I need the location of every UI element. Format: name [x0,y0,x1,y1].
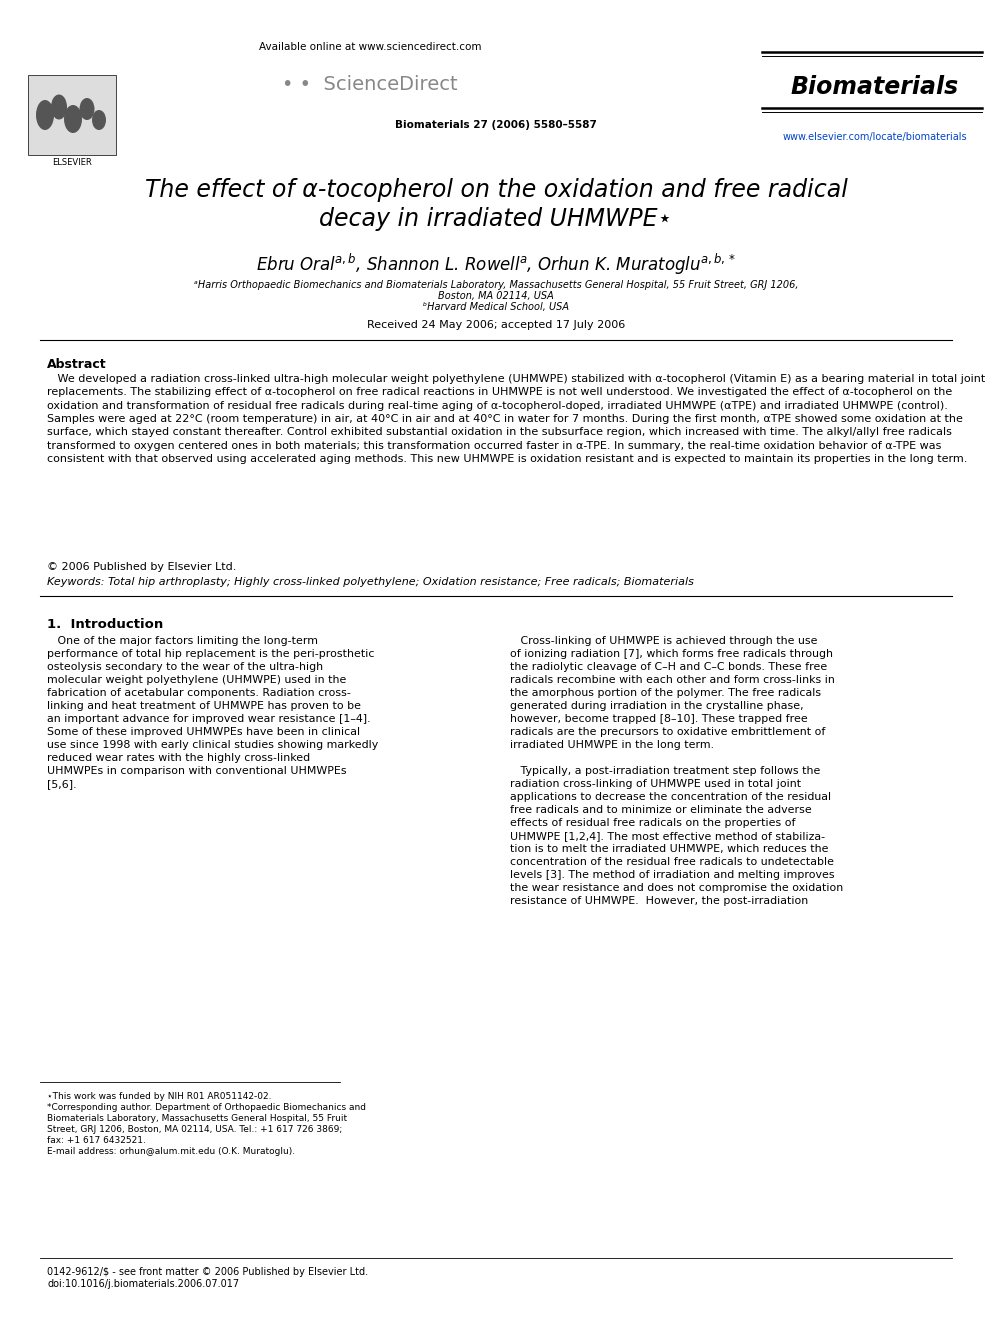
Text: the amorphous portion of the polymer. The free radicals: the amorphous portion of the polymer. Th… [510,688,821,699]
Text: Cross-linking of UHMWPE is achieved through the use: Cross-linking of UHMWPE is achieved thro… [510,636,817,646]
Text: levels [3]. The method of irradiation and melting improves: levels [3]. The method of irradiation an… [510,871,834,880]
Text: effects of residual free radicals on the properties of: effects of residual free radicals on the… [510,818,796,828]
Text: Boston, MA 02114, USA: Boston, MA 02114, USA [438,291,554,302]
Text: 0142-9612/$ - see front matter © 2006 Published by Elsevier Ltd.: 0142-9612/$ - see front matter © 2006 Pu… [47,1267,368,1277]
Text: • •  ScienceDirect: • • ScienceDirect [282,75,458,94]
Text: radicals recombine with each other and form cross-links in: radicals recombine with each other and f… [510,675,835,685]
Text: [5,6].: [5,6]. [47,779,76,789]
Text: fax: +1 617 6432521.: fax: +1 617 6432521. [47,1136,146,1144]
Ellipse shape [64,105,82,134]
Text: doi:10.1016/j.biomaterials.2006.07.017: doi:10.1016/j.biomaterials.2006.07.017 [47,1279,239,1289]
Text: 1.  Introduction: 1. Introduction [47,618,164,631]
Text: an important advance for improved wear resistance [1–4].: an important advance for improved wear r… [47,714,370,724]
Text: Keywords: Total hip arthroplasty; Highly cross-linked polyethylene; Oxidation re: Keywords: Total hip arthroplasty; Highly… [47,577,693,587]
Ellipse shape [36,101,54,130]
Text: UHMWPE [1,2,4]. The most effective method of stabiliza-: UHMWPE [1,2,4]. The most effective metho… [510,831,825,841]
Text: applications to decrease the concentration of the residual: applications to decrease the concentrati… [510,792,831,802]
Text: Ebru Oral$^{a,b}$, Shannon L. Rowell$^{a}$, Orhun K. Muratoglu$^{a,b,*}$: Ebru Oral$^{a,b}$, Shannon L. Rowell$^{a… [256,251,736,278]
Ellipse shape [51,94,67,119]
Text: ᵃHarris Orthopaedic Biomechanics and Biomaterials Laboratory, Massachusetts Gene: ᵃHarris Orthopaedic Biomechanics and Bio… [193,280,799,290]
Text: of ionizing radiation [7], which forms free radicals through: of ionizing radiation [7], which forms f… [510,650,833,659]
Text: however, become trapped [8–10]. These trapped free: however, become trapped [8–10]. These tr… [510,714,807,724]
Text: ⋆This work was funded by NIH R01 AR051142-02.: ⋆This work was funded by NIH R01 AR05114… [47,1091,272,1101]
Text: Received 24 May 2006; accepted 17 July 2006: Received 24 May 2006; accepted 17 July 2… [367,320,625,329]
Text: generated during irradiation in the crystalline phase,: generated during irradiation in the crys… [510,701,804,710]
Text: the radiolytic cleavage of C–H and C–C bonds. These free: the radiolytic cleavage of C–H and C–C b… [510,662,827,672]
Text: performance of total hip replacement is the peri-prosthetic: performance of total hip replacement is … [47,650,375,659]
Text: We developed a radiation cross-linked ultra-high molecular weight polyethylene (: We developed a radiation cross-linked ul… [47,374,985,464]
Text: E-mail address: orhun@alum.mit.edu (O.K. Muratoglu).: E-mail address: orhun@alum.mit.edu (O.K.… [47,1147,296,1156]
Text: decay in irradiated UHMWPE⋆: decay in irradiated UHMWPE⋆ [319,206,673,232]
Text: Biomaterials 27 (2006) 5580–5587: Biomaterials 27 (2006) 5580–5587 [395,120,597,130]
Text: radicals are the precursors to oxidative embrittlement of: radicals are the precursors to oxidative… [510,728,825,737]
Text: *Corresponding author. Department of Orthopaedic Biomechanics and: *Corresponding author. Department of Ort… [47,1103,366,1113]
Text: Some of these improved UHMWPEs have been in clinical: Some of these improved UHMWPEs have been… [47,728,360,737]
Text: ᵇHarvard Medical School, USA: ᵇHarvard Medical School, USA [423,302,569,312]
Text: Available online at www.sciencedirect.com: Available online at www.sciencedirect.co… [259,42,481,52]
Text: resistance of UHMWPE.  However, the post-irradiation: resistance of UHMWPE. However, the post-… [510,896,808,906]
Ellipse shape [79,98,94,120]
Text: concentration of the residual free radicals to undetectable: concentration of the residual free radic… [510,857,834,867]
Text: © 2006 Published by Elsevier Ltd.: © 2006 Published by Elsevier Ltd. [47,562,236,572]
Ellipse shape [92,110,106,130]
Text: Typically, a post-irradiation treatment step follows the: Typically, a post-irradiation treatment … [510,766,820,777]
FancyBboxPatch shape [28,75,116,155]
Text: reduced wear rates with the highly cross-linked: reduced wear rates with the highly cross… [47,753,310,763]
Text: One of the major factors limiting the long-term: One of the major factors limiting the lo… [47,636,318,646]
Text: molecular weight polyethylene (UHMWPE) used in the: molecular weight polyethylene (UHMWPE) u… [47,675,346,685]
Text: www.elsevier.com/locate/biomaterials: www.elsevier.com/locate/biomaterials [783,132,967,142]
Text: the wear resistance and does not compromise the oxidation: the wear resistance and does not comprom… [510,882,843,893]
Text: linking and heat treatment of UHMWPE has proven to be: linking and heat treatment of UHMWPE has… [47,701,361,710]
Text: Biomaterials Laboratory, Massachusetts General Hospital, 55 Fruit: Biomaterials Laboratory, Massachusetts G… [47,1114,347,1123]
Text: The effect of α-tocopherol on the oxidation and free radical: The effect of α-tocopherol on the oxidat… [145,179,847,202]
Text: fabrication of acetabular components. Radiation cross-: fabrication of acetabular components. Ra… [47,688,351,699]
Text: radiation cross-linking of UHMWPE used in total joint: radiation cross-linking of UHMWPE used i… [510,779,802,789]
Text: tion is to melt the irradiated UHMWPE, which reduces the: tion is to melt the irradiated UHMWPE, w… [510,844,828,855]
Text: Street, GRJ 1206, Boston, MA 02114, USA. Tel.: +1 617 726 3869;: Street, GRJ 1206, Boston, MA 02114, USA.… [47,1125,342,1134]
Text: UHMWPEs in comparison with conventional UHMWPEs: UHMWPEs in comparison with conventional … [47,766,346,777]
Text: free radicals and to minimize or eliminate the adverse: free radicals and to minimize or elimina… [510,804,811,815]
Text: use since 1998 with early clinical studies showing markedly: use since 1998 with early clinical studi… [47,740,378,750]
Text: Abstract: Abstract [47,359,106,370]
Text: osteolysis secondary to the wear of the ultra-high: osteolysis secondary to the wear of the … [47,662,323,672]
Text: irradiated UHMWPE in the long term.: irradiated UHMWPE in the long term. [510,740,714,750]
Text: ELSEVIER: ELSEVIER [53,157,92,167]
Text: Biomaterials: Biomaterials [791,75,959,99]
